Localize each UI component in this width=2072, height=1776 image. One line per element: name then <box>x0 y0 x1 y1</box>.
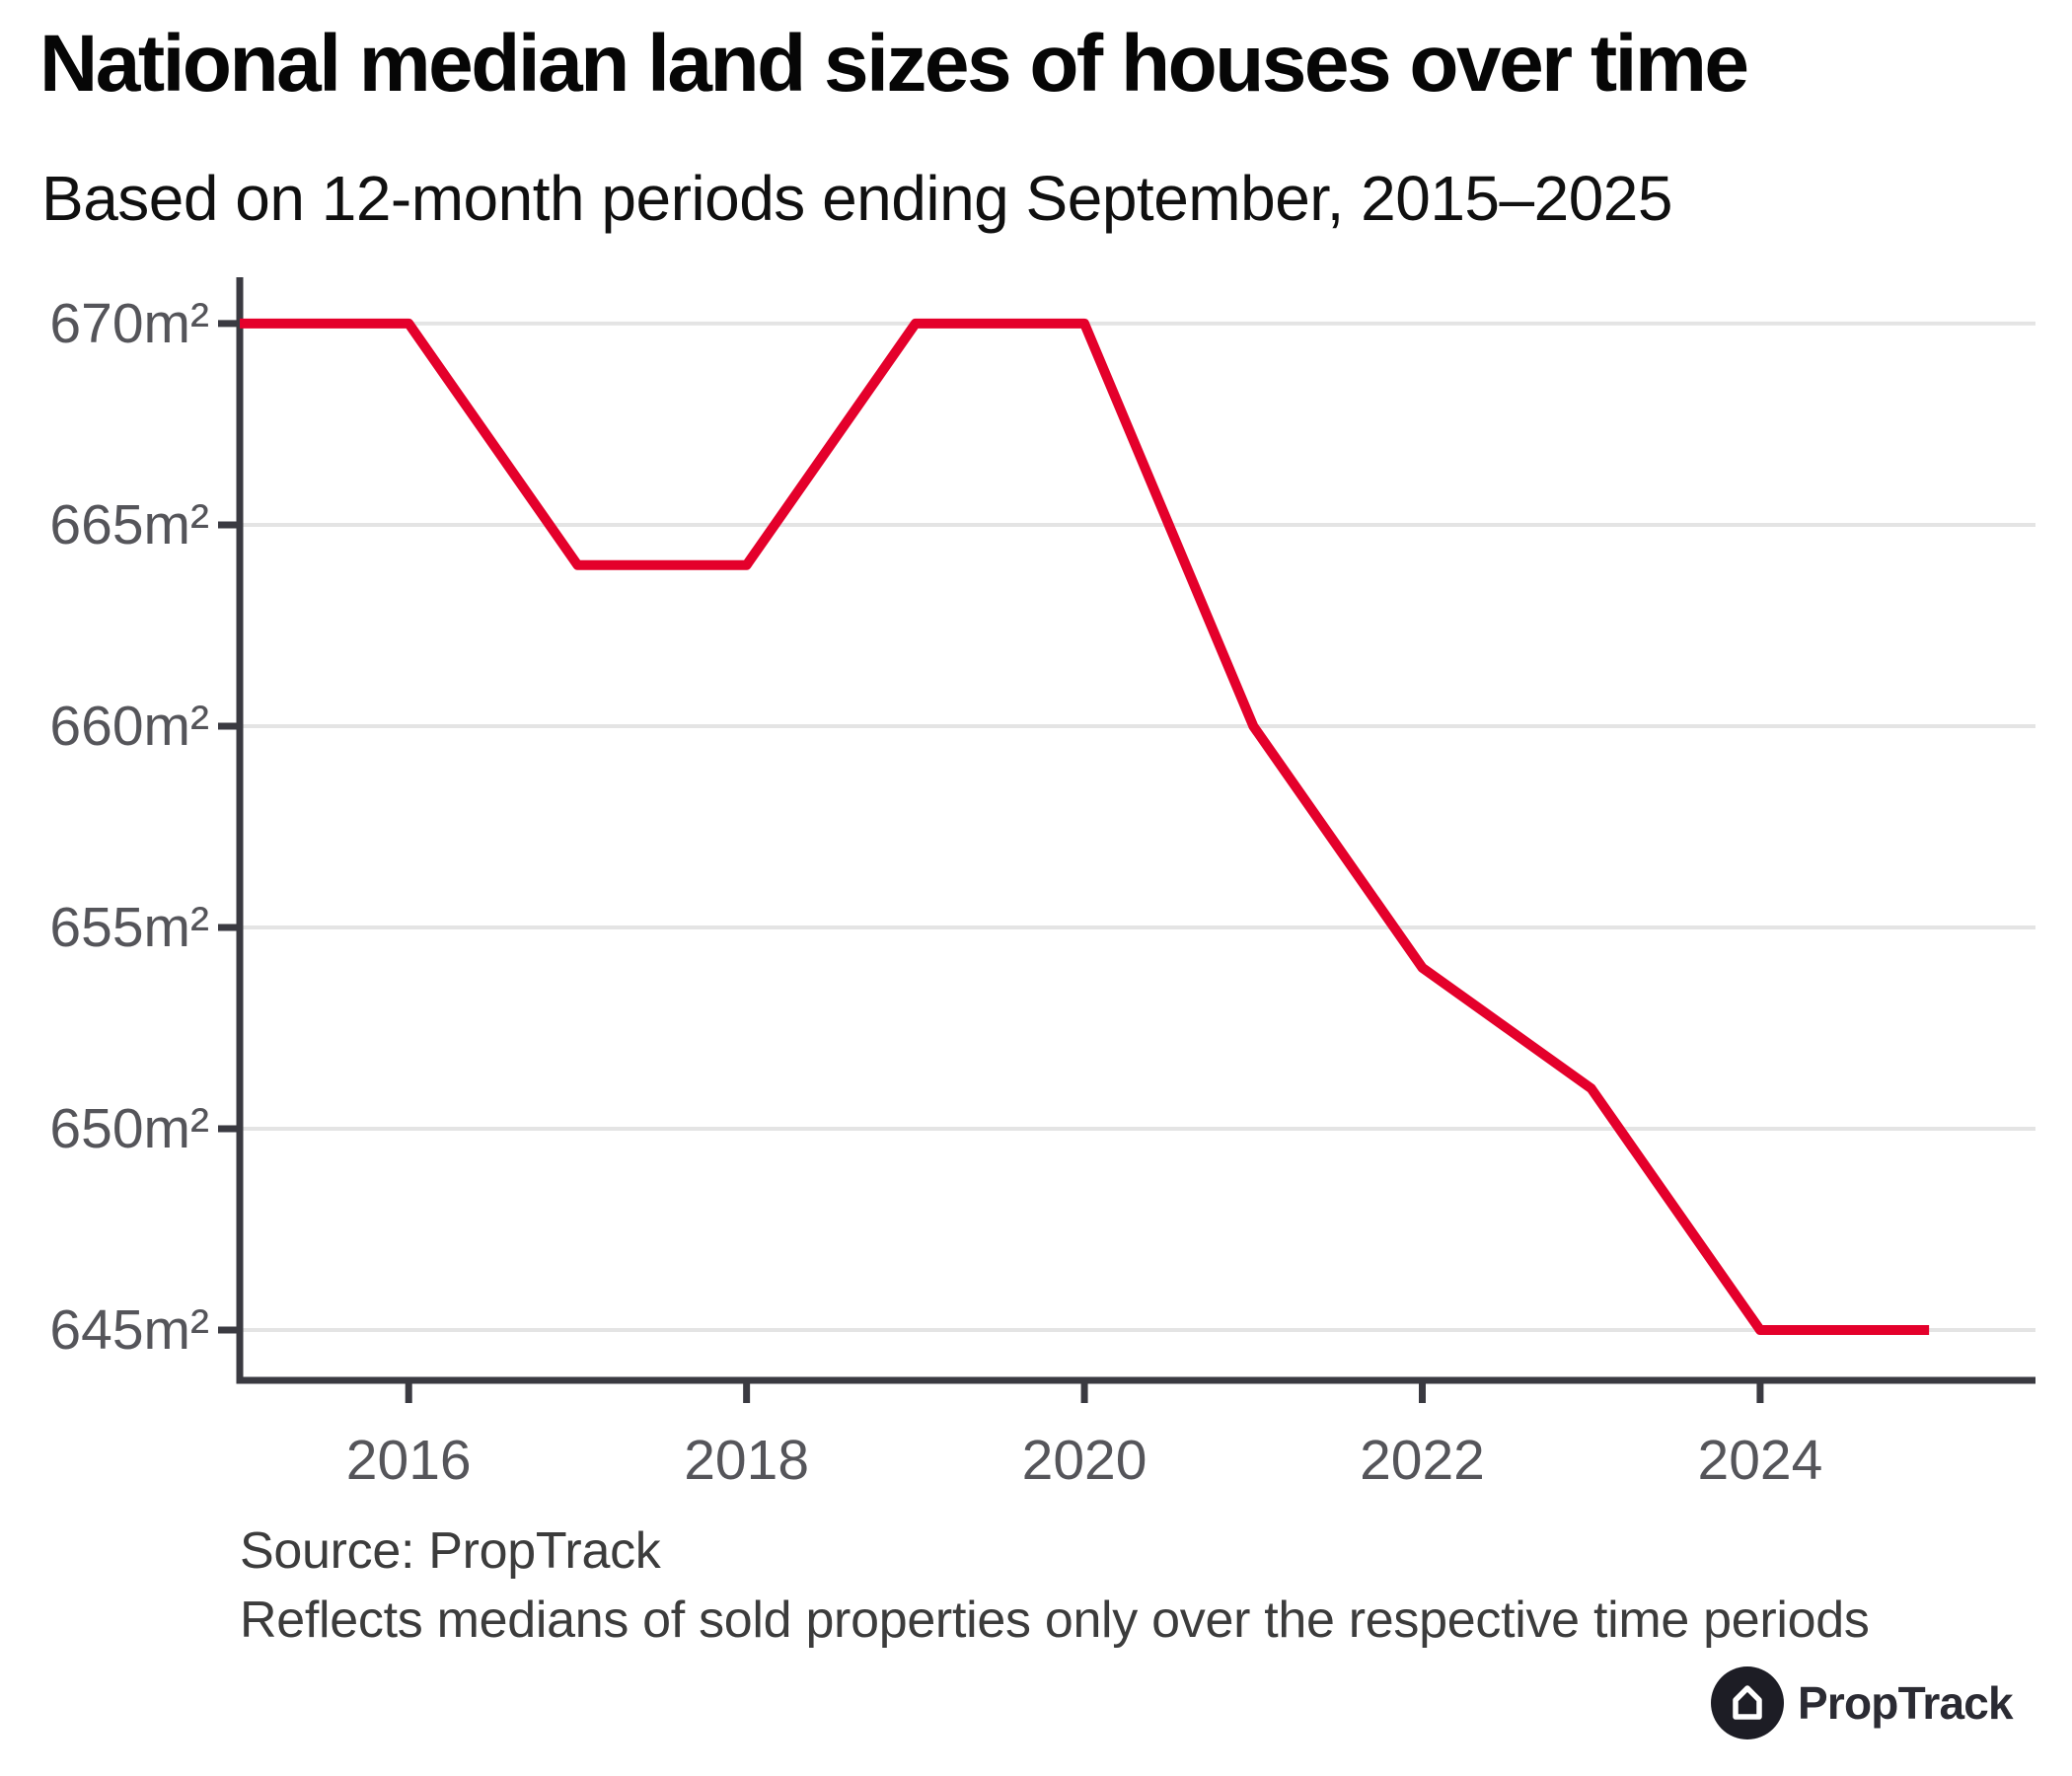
source-line: Source: PropTrack <box>240 1522 661 1580</box>
chart-subtitle: Based on 12-month periods ending Septemb… <box>41 163 1672 234</box>
y-tick-label: 645m² <box>49 1298 209 1362</box>
x-tick-label: 2022 <box>1360 1429 1485 1492</box>
logo-text: PropTrack <box>1798 1677 2014 1729</box>
median-land-size-line <box>240 318 1930 1335</box>
x-tick-label: 2016 <box>346 1429 472 1492</box>
chart-title: National median land sizes of houses ove… <box>39 19 1749 109</box>
x-tick-label: 2020 <box>1022 1429 1147 1492</box>
house-icon <box>1711 1666 1784 1739</box>
y-tick-label: 660m² <box>49 695 209 758</box>
proptrack-logo: PropTrack <box>1710 1665 2014 1740</box>
y-tick-label: 655m² <box>49 896 209 959</box>
source-note: Source: PropTrack Reflects medians of so… <box>240 1517 1870 1655</box>
x-tick-label: 2024 <box>1698 1429 1823 1492</box>
y-tick-label: 650m² <box>49 1097 209 1160</box>
x-tick-label: 2018 <box>684 1429 809 1492</box>
source-disclaimer-line: Reflects medians of sold properties only… <box>240 1591 1870 1649</box>
y-tick-label: 670m² <box>49 292 209 355</box>
y-tick-label: 665m² <box>49 493 209 556</box>
